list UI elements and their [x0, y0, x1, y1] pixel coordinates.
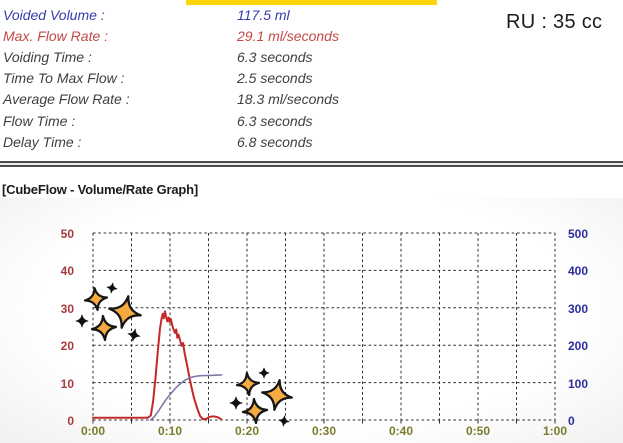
axis-tick-label: 20: [60, 339, 74, 354]
result-row: Flow Time : 6.3 seconds: [3, 110, 339, 131]
flow-rate-curve: [92, 310, 222, 421]
result-label: Time To Max Flow :: [3, 70, 125, 87]
result-value: 6.8 seconds: [237, 133, 313, 150]
result-label: Average Flow Rate :: [3, 91, 130, 108]
result-value: 117.5 ml: [237, 6, 290, 23]
result-value: 2.5 seconds: [237, 70, 313, 87]
axis-tick-label: 0:00: [80, 424, 106, 438]
chart-section-title: [CubeFlow - Volume/Rate Graph]: [2, 182, 198, 197]
result-row: Voided Volume : 117.5 ml: [3, 4, 339, 25]
axis-tick-label: 0:40: [388, 424, 414, 438]
sparkle-icon: [76, 315, 88, 327]
axis-tick-label: 40: [60, 264, 74, 279]
axis-tick-label: 0: [67, 414, 74, 428]
section-divider: [0, 161, 623, 167]
highlight-bar: [186, 0, 437, 5]
result-label: Delay Time :: [3, 133, 82, 150]
axis-tick-label: 0:10: [157, 424, 183, 438]
axis-tick-label: 0: [568, 414, 575, 428]
axis-tick-label: 500: [568, 227, 589, 241]
axis-tick-label: 10: [60, 376, 74, 391]
result-value: 18.3 ml/seconds: [237, 91, 339, 108]
result-label: Voiding Time :: [3, 48, 92, 65]
residual-urine-note: RU : 35 cc: [506, 11, 603, 33]
axis-tick-label: 50: [60, 227, 74, 241]
axis-tick-label: 200: [568, 339, 589, 354]
flow-volume-plot: [92, 232, 556, 424]
results-table: Voided Volume : 117.5 ml Max. Flow Rate : 2…: [3, 4, 339, 152]
result-row: Time To Max Flow : 2.5 seconds: [3, 68, 339, 89]
axis-tick-label: 1:00: [542, 424, 568, 438]
result-row: Max. Flow Rate : 29.1 ml/seconds: [3, 25, 339, 46]
result-value: 6.3 seconds: [237, 112, 313, 129]
axis-tick-label: 400: [568, 264, 589, 279]
result-row: Average Flow Rate : 18.3 ml/seconds: [3, 89, 339, 110]
voided-volume-curve: [149, 374, 223, 421]
axis-tick-label: 0:50: [465, 424, 491, 438]
result-value: 6.3 seconds: [237, 48, 313, 65]
result-row: Voiding Time : 6.3 seconds: [3, 46, 339, 67]
result-label: Voided Volume :: [3, 6, 105, 23]
axis-tick-label: 30: [60, 301, 74, 316]
result-row: Delay Time : 6.8 seconds: [3, 131, 339, 152]
result-label: Max. Flow Rate :: [3, 27, 109, 44]
axis-tick-label: 0:30: [311, 424, 337, 438]
result-label: Flow Time :: [3, 112, 76, 129]
axis-tick-label: 100: [568, 376, 589, 391]
axis-tick-label: 0:20: [234, 424, 260, 438]
axis-tick-label: 300: [568, 301, 589, 316]
result-value: 29.1 ml/seconds: [237, 27, 339, 44]
